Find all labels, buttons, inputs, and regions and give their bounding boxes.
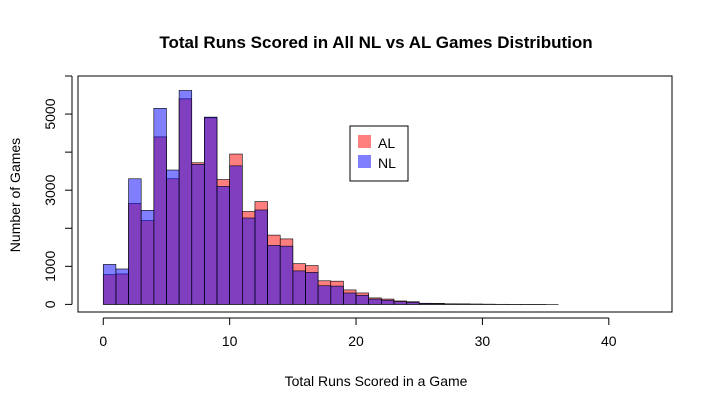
plot-frame bbox=[77, 75, 673, 313]
y-tick-label: 3000 bbox=[42, 174, 58, 205]
bar-nl-14 bbox=[279, 245, 294, 305]
y-tick-label: 1000 bbox=[42, 251, 58, 282]
y-axis: 0 1000 3000 5000 bbox=[42, 75, 73, 308]
bar-nl-26 bbox=[431, 303, 445, 305]
bar-nl-10 bbox=[229, 165, 243, 305]
y-tick-label: 5000 bbox=[42, 98, 58, 129]
bar-nl-23 bbox=[393, 301, 407, 305]
bar-nl-17 bbox=[317, 285, 332, 305]
bar-nl-8 bbox=[204, 116, 218, 305]
bar-nl-16 bbox=[305, 272, 319, 305]
bar-nl-3 bbox=[140, 210, 155, 305]
x-axis-label: Total Runs Scored in a Game bbox=[285, 373, 468, 389]
x-tick-label: 0 bbox=[99, 333, 107, 349]
bar-nl-6 bbox=[178, 90, 193, 305]
bar-nl-21 bbox=[368, 298, 382, 305]
x-tick-label: 10 bbox=[222, 333, 238, 349]
y-axis-label: Number of Games bbox=[7, 138, 23, 252]
x-tick-label: 30 bbox=[475, 333, 491, 349]
bar-nl-5 bbox=[166, 169, 180, 305]
bar-nl-7 bbox=[191, 164, 205, 305]
bar-nl-19 bbox=[343, 292, 357, 305]
chart-title: Total Runs Scored in All NL vs AL Games … bbox=[159, 33, 592, 52]
bar-nl-25 bbox=[418, 303, 433, 305]
bar-nl-13 bbox=[267, 245, 281, 305]
bar-nl-24 bbox=[406, 301, 420, 305]
bar-nl-1 bbox=[115, 268, 129, 305]
bar-nl-12 bbox=[254, 209, 268, 305]
bar-nl-20 bbox=[355, 294, 369, 305]
bar-nl-9 bbox=[216, 186, 230, 305]
nl-bars bbox=[102, 90, 546, 305]
legend-label-nl: NL bbox=[378, 155, 396, 171]
x-tick-label: 40 bbox=[601, 333, 617, 349]
bar-nl-2 bbox=[128, 178, 142, 305]
bar-nl-4 bbox=[153, 108, 167, 305]
x-tick-label: 20 bbox=[348, 333, 364, 349]
legend-swatch-nl bbox=[358, 155, 371, 168]
bar-nl-18 bbox=[330, 285, 344, 305]
legend-label-al: AL bbox=[378, 135, 395, 151]
x-axis: 0 10 20 30 40 bbox=[99, 317, 617, 349]
legend-swatch-al bbox=[358, 135, 371, 148]
y-tick-label: 0 bbox=[42, 300, 58, 308]
bar-nl-22 bbox=[381, 299, 395, 305]
legend: AL NL bbox=[349, 125, 409, 182]
bar-nl-15 bbox=[292, 270, 306, 305]
bar-nl-11 bbox=[241, 217, 256, 305]
bar-nl-0 bbox=[102, 264, 117, 305]
